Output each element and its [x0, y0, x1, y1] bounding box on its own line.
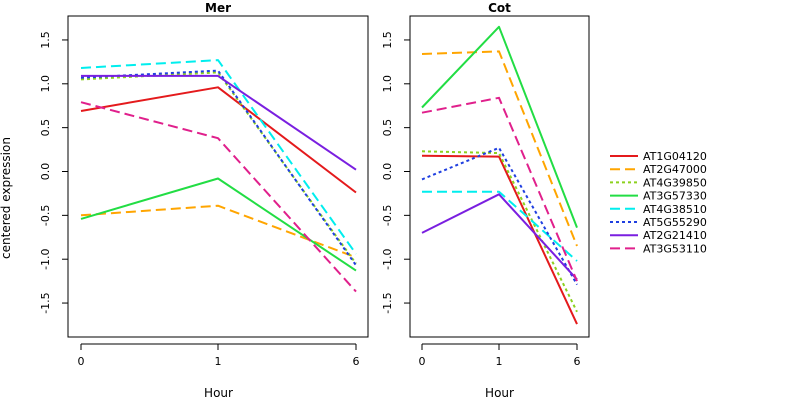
- series-line-at2g47000: [421, 50, 578, 247]
- y-tick-label: 1.5: [381, 31, 394, 49]
- legend-label: AT4G39850: [643, 176, 707, 189]
- y-tick-label: 0.0: [39, 163, 52, 181]
- series-line-at4g39850: [80, 71, 357, 265]
- x-tick-label: 6: [574, 355, 581, 368]
- y-tick-label: 1.0: [381, 75, 394, 93]
- legend-label: AT5G55290: [643, 216, 707, 229]
- legend-item: AT4G38510: [610, 203, 707, 216]
- y-tick-label: 1.0: [39, 75, 52, 93]
- x-tick-label: 0: [419, 355, 426, 368]
- legend-label: AT3G53110: [643, 242, 707, 255]
- series-line-at3g57330: [80, 177, 357, 272]
- y-axis-label: centered expression: [0, 137, 13, 259]
- x-tick-label: 1: [215, 355, 222, 368]
- x-axis-label: Hour: [485, 386, 514, 400]
- chart-panels: Mer -1.5 -1.0 -0.5 0.0 0.5 1.0 1.5 0 1 6 Hour Cot -1.…: [39, 1, 590, 400]
- legend-item: AT4G39850: [610, 176, 707, 189]
- y-tick-label: 1.5: [39, 31, 52, 49]
- x-axis-label: Hour: [204, 386, 233, 400]
- series-line-at2g21410: [81, 74, 357, 171]
- legend-label: AT3G57330: [643, 190, 707, 203]
- y-tick-label: -0.5: [39, 205, 52, 226]
- plot-frame: [67, 15, 369, 338]
- legend-item: AT2G47000: [610, 163, 707, 176]
- plot-frame: [409, 15, 590, 338]
- y-tick-label: 0.0: [381, 163, 394, 181]
- y-tick-label: -1.0: [39, 248, 52, 269]
- legend-item: AT2G21410: [610, 229, 707, 242]
- legend-label: AT1G04120: [643, 150, 707, 163]
- x-tick-label: 1: [496, 355, 503, 368]
- x-tick-label: 6: [353, 355, 360, 368]
- legend-item: AT3G57330: [610, 190, 707, 203]
- series-line-at5g55290: [421, 146, 578, 286]
- series-line-at1g04120: [80, 86, 357, 194]
- legend-label: AT4G38510: [643, 203, 707, 216]
- series-line-at3g53110: [80, 101, 357, 293]
- series-line-at2g21410: [421, 193, 578, 281]
- legend-item: AT5G55290: [610, 216, 707, 229]
- panel-1: Cot -1.5 -1.0 -0.5 0.0 0.5 1.0 1.5 0 1 6 Hour: [381, 1, 590, 400]
- panel-title: Cot: [488, 1, 511, 15]
- y-tick-label: -0.5: [381, 205, 394, 226]
- y-tick-label: 0.5: [381, 119, 394, 136]
- series-line-at5g55290: [80, 69, 357, 266]
- y-tick-label: 0.5: [39, 119, 52, 136]
- panel-0: Mer -1.5 -1.0 -0.5 0.0 0.5 1.0 1.5 0 1 6 Hour: [39, 1, 369, 400]
- series-line-at2g47000: [80, 204, 357, 259]
- y-tick-label: -1.0: [381, 248, 394, 269]
- y-tick-label: -1.5: [381, 292, 394, 313]
- series-line-at3g53110: [421, 96, 578, 282]
- y-tick-label: -1.5: [39, 292, 52, 313]
- series-line-at4g38510: [422, 190, 578, 262]
- legend-label: AT2G21410: [643, 229, 707, 242]
- legend-label: AT2G47000: [643, 163, 707, 176]
- legend-item: AT1G04120: [610, 150, 707, 163]
- legend-item: AT3G53110: [610, 242, 707, 255]
- series-line-at4g38510: [80, 59, 357, 255]
- series-line-at4g39850: [421, 150, 578, 313]
- legend: AT1G04120AT2G47000AT4G39850AT3G57330AT4G…: [610, 150, 707, 255]
- panel-title: Mer: [205, 1, 231, 15]
- series-line-at1g04120: [421, 154, 578, 325]
- x-tick-label: 0: [78, 355, 85, 368]
- series-line-at3g57330: [421, 25, 578, 228]
